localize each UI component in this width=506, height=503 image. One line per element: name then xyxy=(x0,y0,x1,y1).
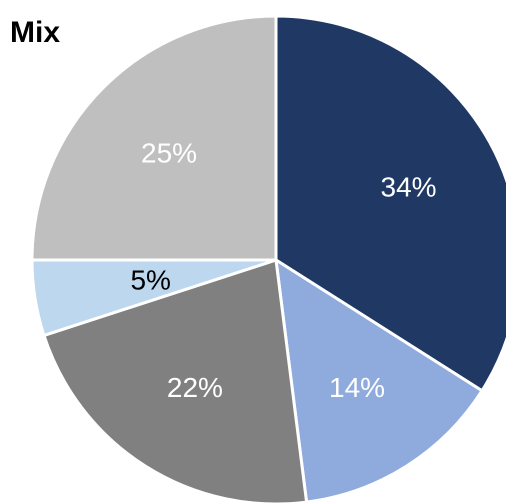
pie-slice-22pct xyxy=(42,258,309,503)
pie-slice-34pct xyxy=(274,14,506,393)
slice-label-22pct: 22% xyxy=(167,372,223,403)
slice-label-34pct: 34% xyxy=(381,172,437,203)
pie-slice-14pct xyxy=(274,258,484,503)
pie-slice-25pct xyxy=(30,14,278,262)
chart-title: Mix xyxy=(10,16,61,49)
slice-label-14pct: 14% xyxy=(329,372,385,403)
slice-label-5pct: 5% xyxy=(130,264,170,295)
slice-label-25pct: 25% xyxy=(141,138,197,169)
pie-labels: 34% 14% 22% 5% 25% xyxy=(130,138,436,404)
pie-slices xyxy=(30,14,506,503)
